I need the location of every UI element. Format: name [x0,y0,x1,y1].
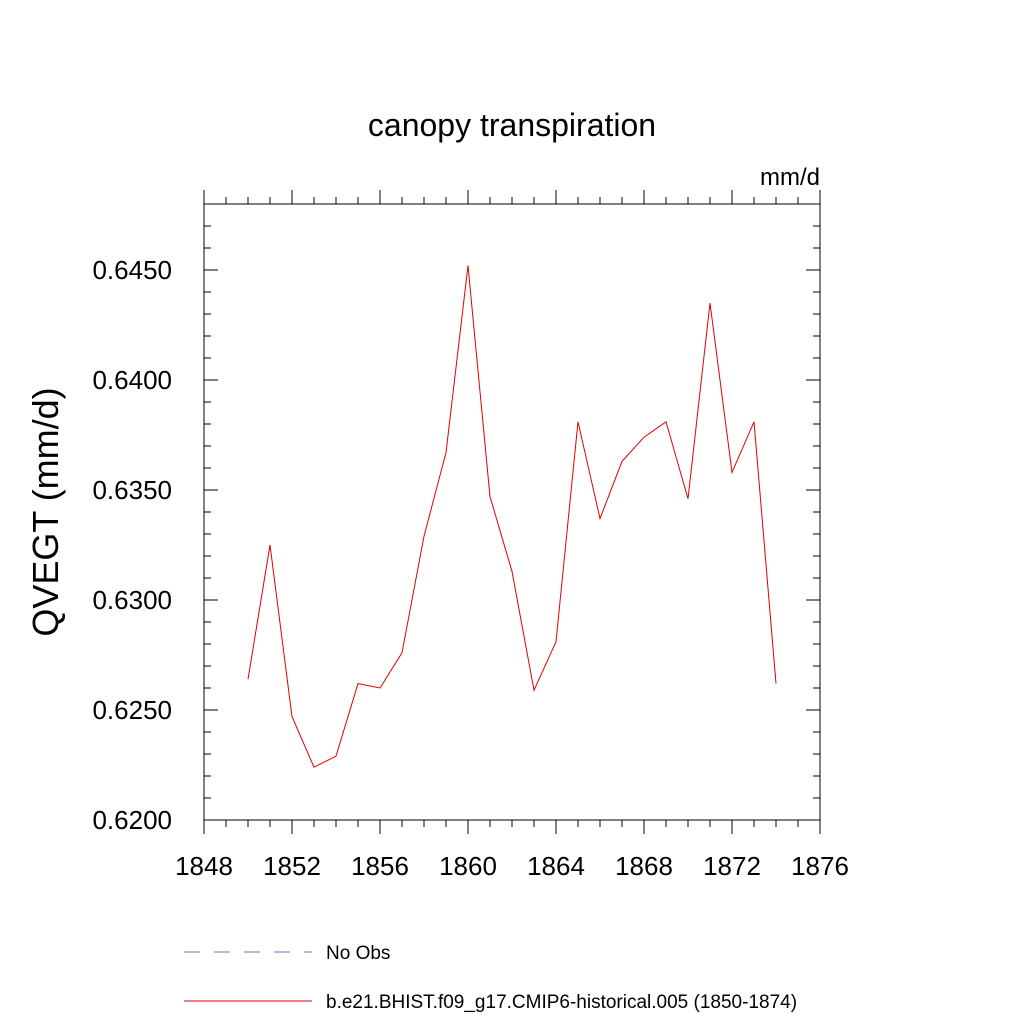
x-tick-label: 1872 [703,851,761,881]
x-tick-label: 1852 [263,851,321,881]
chart-title: canopy transpiration [368,107,656,143]
y-tick-label: 0.6300 [92,585,172,615]
legend: No Obs b.e21.BHIST.f09_g17.CMIP6-historic… [184,943,797,1013]
y-tick-label: 0.6250 [92,695,172,725]
legend-label: No Obs [326,943,390,964]
series-lines [247,265,777,768]
y-tick-label: 0.6400 [92,365,172,395]
x-tick-label: 1848 [175,851,233,881]
y-tick-label: 0.6450 [92,255,172,285]
units-label: mm/d [760,164,820,191]
axis-tick-labels: 1848 1852 1856 1860 1864 1868 1872 1876 0.6200 0.… [92,255,848,881]
legend-label: b.e21.BHIST.f09_g17.CMIP6-historical.005… [326,992,797,1013]
x-tick-label: 1876 [791,851,849,881]
x-tick-label: 1856 [351,851,409,881]
series-line [247,265,777,768]
y-tick-label: 0.6200 [92,805,172,835]
y-axis-label: QVEGT (mm/d) [25,387,66,636]
x-tick-label: 1868 [615,851,673,881]
y-tick-label: 0.6350 [92,475,172,505]
x-tick-label: 1860 [439,851,497,881]
axis-ticks [203,190,821,834]
x-tick-label: 1864 [527,851,585,881]
